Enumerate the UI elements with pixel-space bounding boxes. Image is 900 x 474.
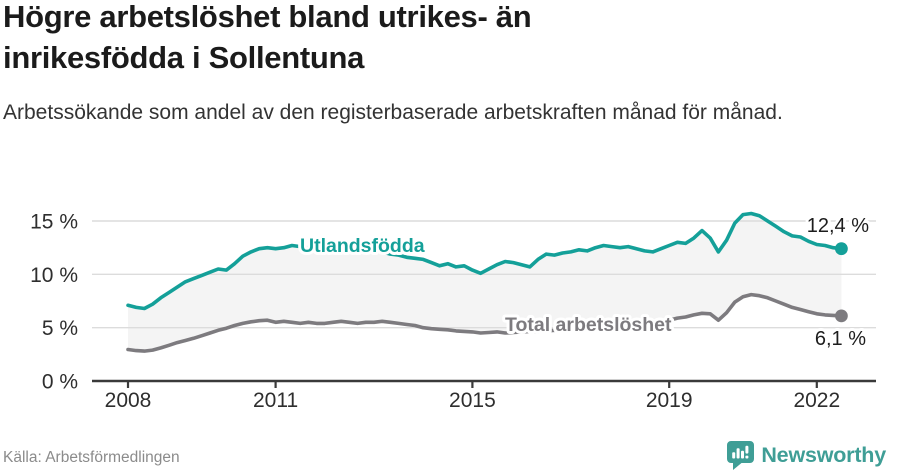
- series-label-total: Total arbetslöshet: [505, 314, 672, 336]
- y-tick-label: 15 %: [30, 210, 78, 233]
- chart-title: Högre arbetslöshet bland utrikes- än inr…: [3, 0, 532, 75]
- x-tick-label: 2015: [449, 389, 496, 412]
- series-end-dot-utlandsfodda: [835, 242, 848, 256]
- value-label-utlandsfodda: 12,4 %: [807, 215, 869, 237]
- chart-subtitle: Arbetssökande som andel av den registerb…: [3, 101, 783, 124]
- series-label-utlandsfodda-halo: Utlandsfödda: [300, 235, 425, 257]
- x-tick-label: 2022: [793, 389, 840, 412]
- series-line-total: [126, 292, 844, 353]
- series-line-utlandsfodda: [126, 211, 844, 311]
- series-end-dot-total: [835, 309, 848, 323]
- line-chart: 0 % 5 % 10 % 15 % 2008 2011 2015 2019 2022 Utland…: [0, 186, 900, 432]
- value-label-utlandsfodda-halo: 12,4 %: [807, 215, 869, 237]
- newsworthy-logo-icon: [727, 441, 755, 470]
- series-fill-between: [128, 213, 842, 352]
- newsworthy-brand-link[interactable]: Newsworthy: [727, 441, 886, 470]
- value-label-total-halo: 6,1 %: [815, 328, 866, 350]
- value-label-total: 6,1 %: [815, 328, 866, 350]
- y-tick-label: 5 %: [42, 317, 78, 340]
- x-tick-label: 2019: [646, 389, 693, 412]
- y-tick-label: 0 %: [42, 371, 78, 394]
- x-tick-label: 2008: [105, 389, 152, 412]
- x-tick-label: 2011: [253, 389, 298, 412]
- newsworthy-wordmark: Newsworthy: [761, 443, 886, 467]
- series-label-total-halo: Total arbetslöshet: [505, 314, 672, 336]
- chart-canvas: 0 % 5 % 10 % 15 % 2008 2011 2015 2019 2022 Utland…: [30, 210, 876, 412]
- source-note: Källa: Arbetsförmedlingen: [3, 449, 180, 466]
- y-tick-label: 10 %: [30, 264, 78, 287]
- series-label-utlandsfodda: Utlandsfödda: [300, 235, 425, 257]
